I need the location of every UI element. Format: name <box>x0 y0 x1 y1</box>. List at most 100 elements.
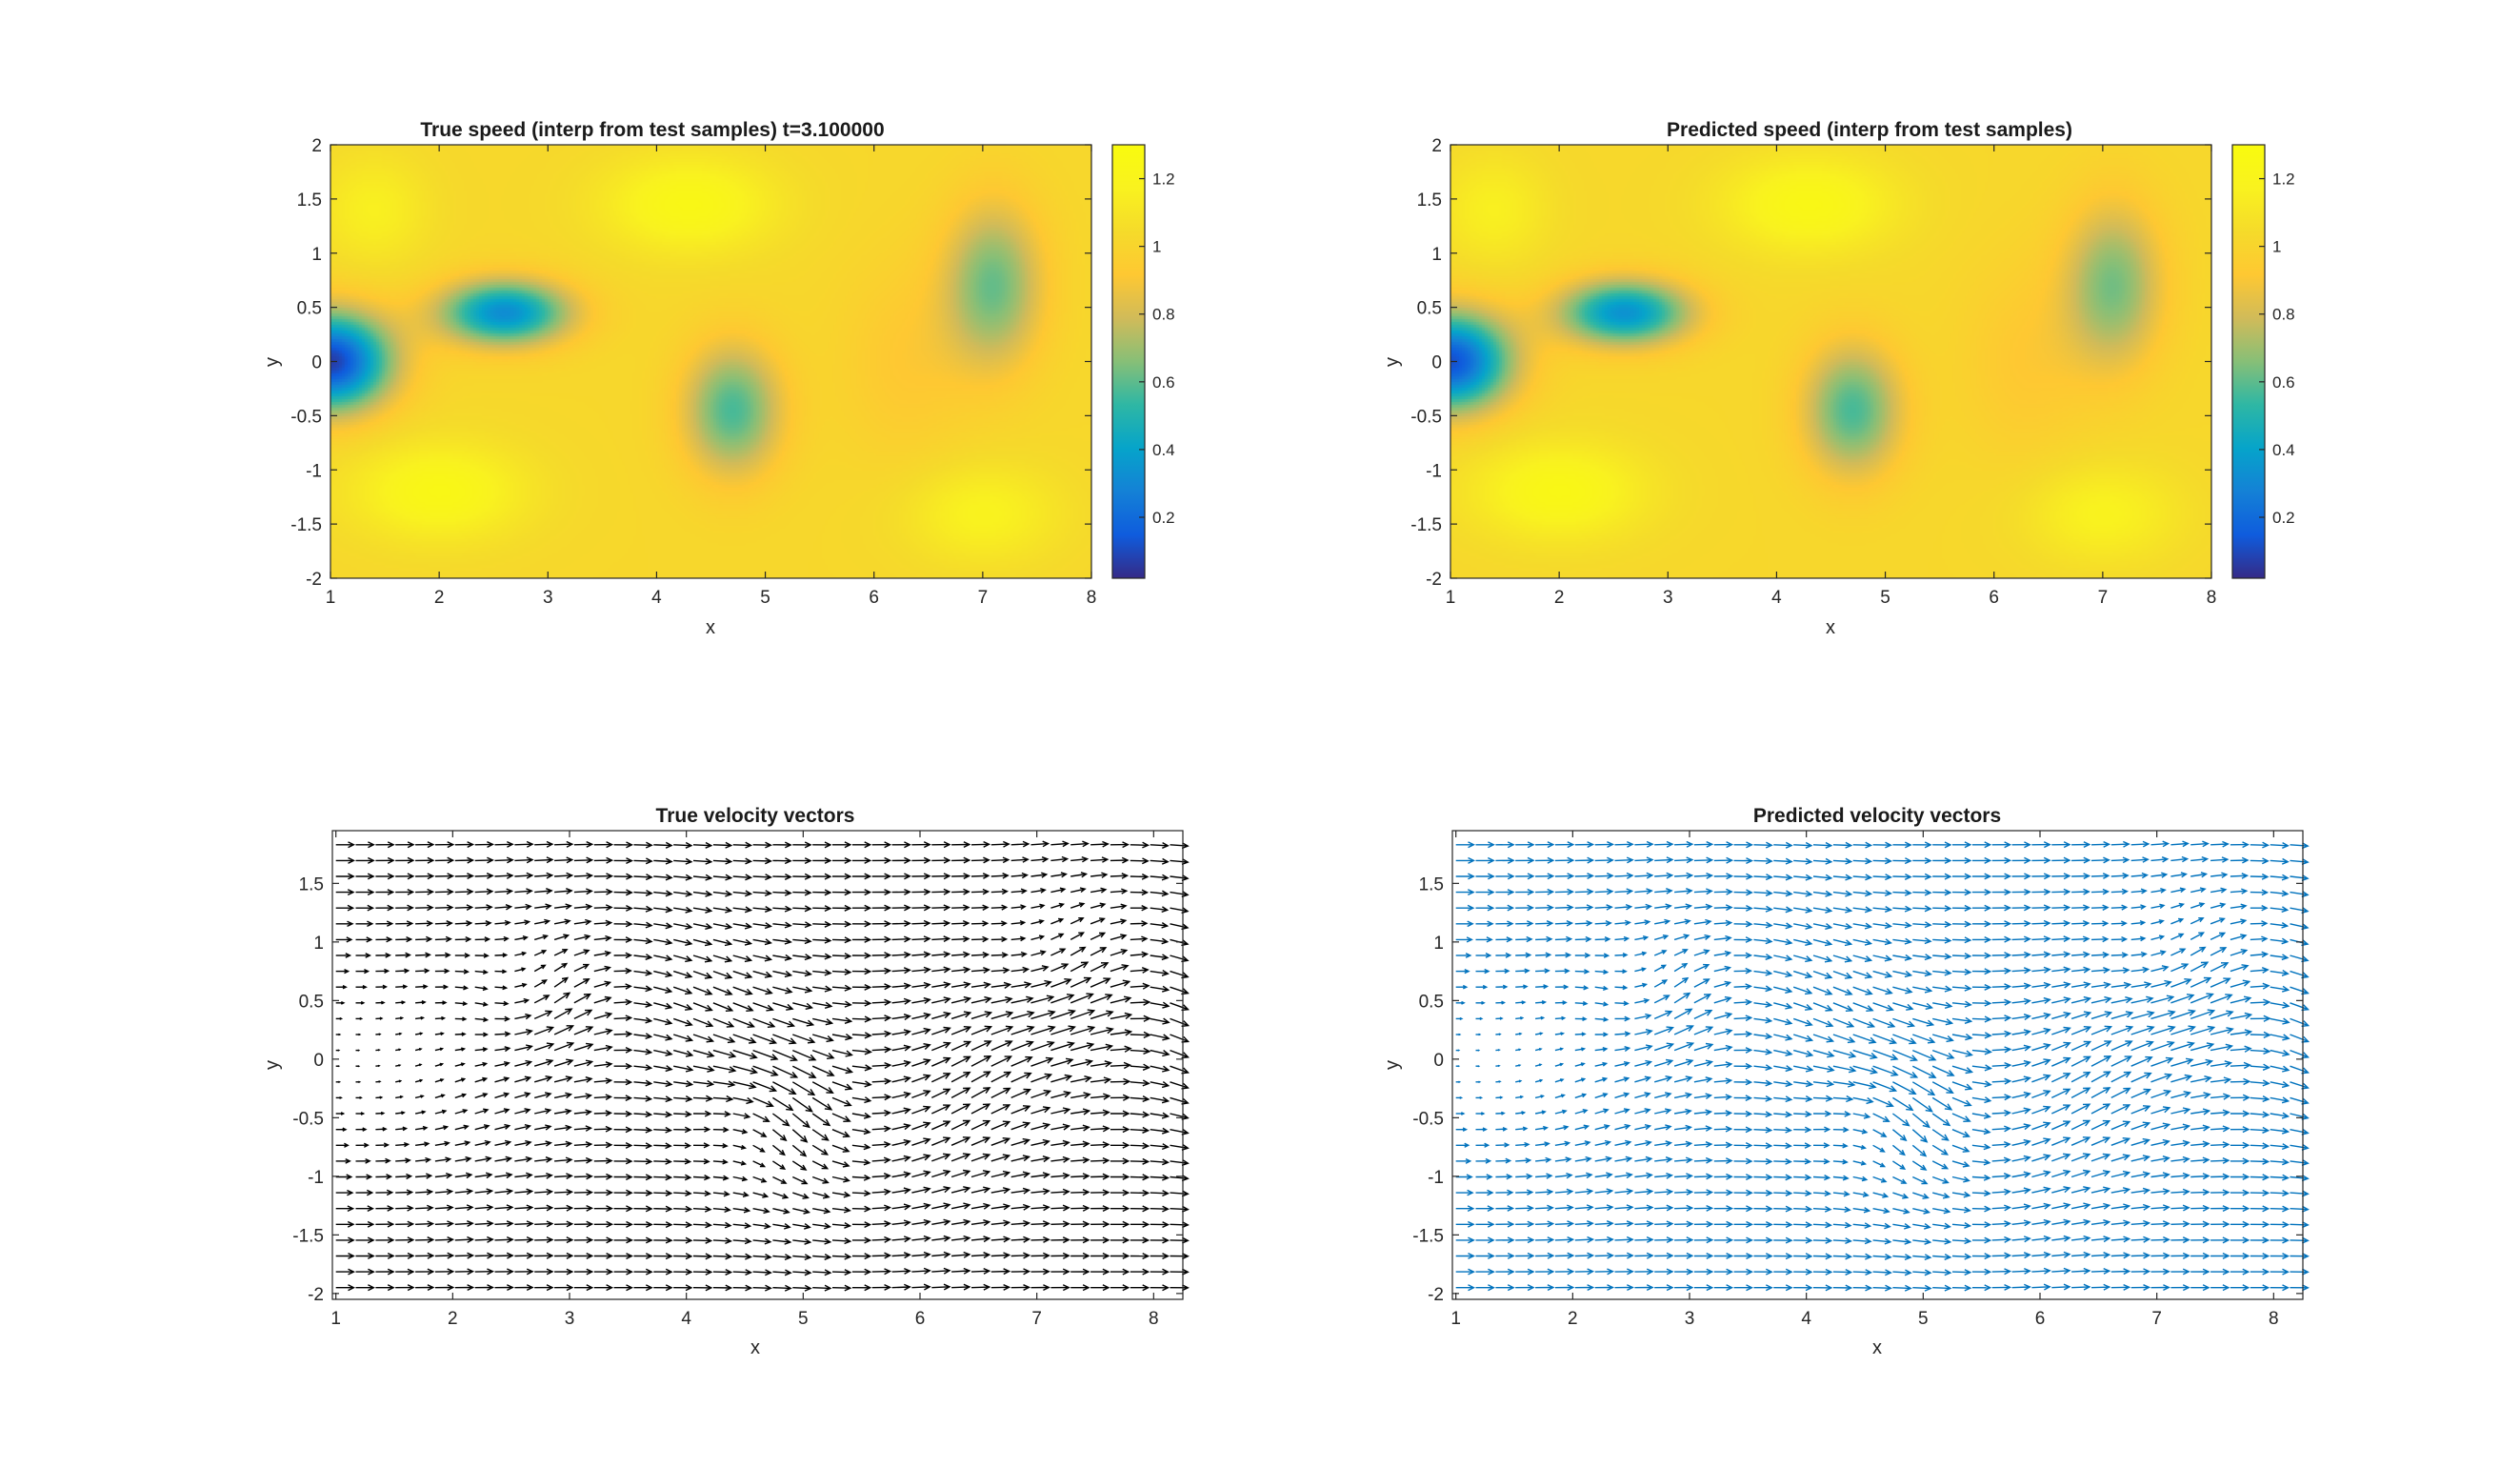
velocity-arrow <box>2170 1009 2196 1020</box>
velocity-arrow <box>1991 952 2012 959</box>
velocity-arrow <box>2290 842 2310 850</box>
velocity-arrow <box>1792 1002 1813 1011</box>
velocity-arrow <box>2031 935 2051 943</box>
velocity-arrow <box>1812 1017 1834 1028</box>
velocity-arrow <box>2150 1236 2170 1243</box>
velocity-arrow <box>454 1062 466 1067</box>
velocity-arrow <box>950 1202 971 1210</box>
velocity-arrow <box>375 904 395 912</box>
velocity-arrow <box>554 1173 573 1180</box>
velocity-arrow <box>474 888 494 895</box>
velocity-arrow <box>1991 873 2012 880</box>
velocity-arrow <box>1070 855 1090 863</box>
velocity-arrow <box>1932 905 1952 913</box>
velocity-arrow <box>2011 1187 2031 1195</box>
velocity-arrow <box>653 1190 673 1196</box>
velocity-arrow <box>375 1189 394 1196</box>
velocity-arrow <box>494 1123 511 1131</box>
velocity-arrow <box>1010 951 1028 957</box>
colorbar-ticks: 1.210.80.60.40.2 <box>1139 171 1175 527</box>
velocity-arrow <box>335 1000 346 1005</box>
velocity-arrow <box>1673 1008 1693 1020</box>
velocity-arrow <box>2150 965 2170 973</box>
colorbar-frame <box>2231 144 2266 579</box>
velocity-arrow <box>355 1033 362 1036</box>
velocity-arrow <box>931 1136 951 1146</box>
velocity-arrow <box>2051 996 2071 1004</box>
velocity-arrow <box>2150 1268 2170 1276</box>
velocity-arrow <box>1090 887 1108 894</box>
x-tick-label: 5 <box>1880 588 1890 608</box>
velocity-arrow <box>593 1284 614 1292</box>
velocity-arrow <box>613 1062 633 1070</box>
velocity-arrow <box>990 1187 1011 1195</box>
velocity-arrow <box>1030 1156 1050 1163</box>
velocity-arrow <box>1832 1095 1854 1103</box>
velocity-arrow <box>613 1174 633 1181</box>
velocity-arrow <box>1170 1190 1190 1197</box>
velocity-arrow <box>2031 1137 2051 1146</box>
velocity-arrow <box>593 980 612 988</box>
velocity-arrow <box>375 984 388 990</box>
velocity-arrow <box>692 1205 712 1213</box>
velocity-arrow <box>395 1079 403 1083</box>
velocity-arrow <box>593 904 613 912</box>
velocity-arrow <box>1892 986 1913 995</box>
colorbar-ticks: 1.210.80.60.40.2 <box>2259 171 2295 527</box>
velocity-arrow <box>1832 1284 1853 1292</box>
velocity-arrow <box>553 976 570 988</box>
velocity-arrow <box>791 1144 808 1157</box>
velocity-arrow <box>970 1011 993 1020</box>
velocity-arrow <box>593 856 614 864</box>
velocity-arrow <box>454 1016 468 1022</box>
velocity-arrow <box>1713 1268 1734 1276</box>
velocity-arrow <box>1951 1000 1972 1008</box>
y-tick-label: -2 <box>308 1285 324 1305</box>
velocity-arrow <box>514 1220 534 1228</box>
velocity-arrow <box>494 872 514 879</box>
velocity-arrow <box>1594 953 1610 958</box>
velocity-arrow <box>2250 1220 2270 1228</box>
velocity-arrow <box>792 1192 810 1199</box>
velocity-arrow <box>2130 1268 2151 1276</box>
velocity-arrow <box>1170 891 1190 898</box>
velocity-arrow <box>2070 1087 2091 1099</box>
velocity-arrow <box>831 968 852 975</box>
velocity-arrow <box>1654 1236 1674 1244</box>
velocity-arrow <box>812 1207 831 1215</box>
velocity-arrow <box>2011 1267 2031 1275</box>
velocity-arrow <box>2250 1189 2270 1196</box>
velocity-arrow <box>950 1087 971 1099</box>
velocity-arrow <box>772 1017 796 1028</box>
velocity-arrow <box>1892 1002 1914 1011</box>
velocity-arrow <box>792 937 812 945</box>
velocity-arrow <box>2070 1218 2091 1226</box>
velocity-arrow <box>1554 856 1575 864</box>
velocity-arrow <box>2011 1283 2031 1291</box>
velocity-arrow <box>355 1095 363 1099</box>
velocity-arrow <box>1010 904 1027 910</box>
velocity-arrow <box>772 1208 790 1215</box>
velocity-arrow <box>1793 1142 1812 1149</box>
velocity-arrow <box>1832 841 1853 849</box>
velocity-arrow <box>950 1153 971 1162</box>
velocity-arrow <box>2130 1236 2151 1243</box>
velocity-arrow <box>474 1016 490 1022</box>
velocity-arrow <box>1150 857 1170 865</box>
velocity-arrow <box>1515 1236 1535 1244</box>
velocity-arrow <box>2170 1284 2190 1292</box>
velocity-arrow <box>1614 985 1629 991</box>
velocity-arrow <box>434 856 455 864</box>
velocity-arrow <box>593 1173 613 1180</box>
velocity-arrow <box>752 1176 768 1183</box>
velocity-arrow <box>1495 952 1512 958</box>
velocity-arrow <box>415 873 435 880</box>
velocity-arrow <box>2190 887 2207 894</box>
velocity-arrow <box>732 1222 752 1229</box>
velocity-arrow <box>1773 1049 1793 1056</box>
velocity-arrow <box>970 888 990 895</box>
velocity-arrow <box>514 1108 531 1115</box>
velocity-arrow <box>712 1158 729 1165</box>
velocity-arrow <box>1812 1158 1830 1165</box>
velocity-arrow <box>633 937 653 945</box>
